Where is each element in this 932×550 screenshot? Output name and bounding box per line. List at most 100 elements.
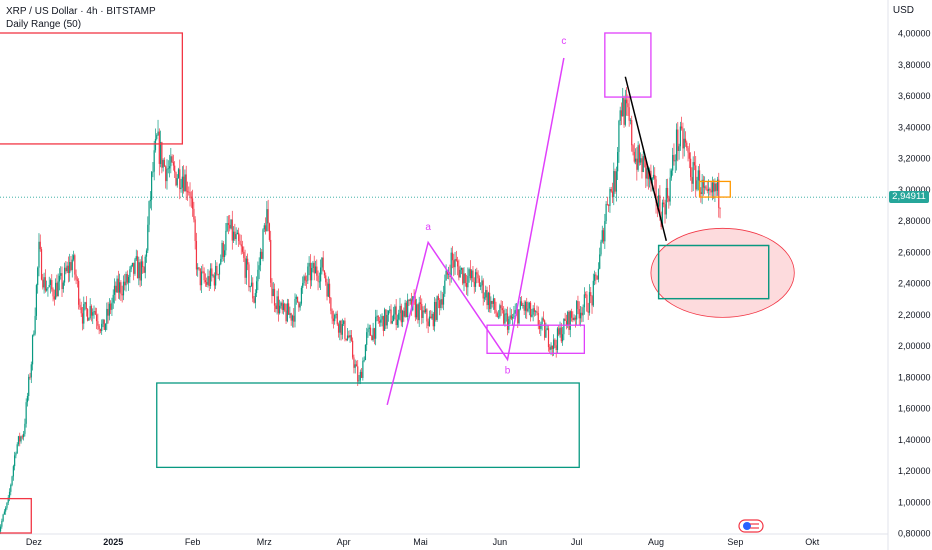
candle-body	[473, 281, 475, 287]
candle-body	[157, 131, 159, 136]
candle-body	[718, 179, 720, 208]
candle-body	[175, 172, 177, 186]
candle-body	[408, 299, 410, 301]
candle-body	[295, 296, 297, 299]
candle-body	[40, 249, 43, 280]
candle-body	[326, 282, 328, 297]
candle-body	[56, 282, 58, 297]
candle-body	[190, 196, 192, 199]
candle-body	[220, 258, 222, 265]
candle-body	[339, 320, 341, 333]
candle-body	[482, 280, 484, 299]
candle-body	[103, 319, 105, 330]
candle-body	[227, 223, 230, 225]
candle-body	[450, 252, 452, 278]
price-tick-label: 3,20000	[898, 154, 931, 164]
candle-body	[135, 256, 137, 260]
price-axis[interactable]: 4,00000 3,80000 3,60000 3,40000 3,20000 3,000…	[898, 29, 931, 539]
candle-body	[624, 99, 626, 125]
candle-body	[211, 268, 213, 276]
time-tick-label: Mai	[413, 537, 428, 547]
candle-body	[282, 303, 285, 310]
candle-body	[637, 145, 639, 170]
candle-body	[481, 280, 483, 286]
zone-rectangle	[0, 497, 32, 534]
chart-grid	[0, 0, 889, 550]
candle-body	[636, 158, 638, 170]
candle-body	[457, 260, 459, 267]
candle-body	[693, 162, 696, 166]
candle-body	[355, 364, 358, 367]
candle-body	[58, 275, 61, 282]
candle-body	[65, 267, 67, 272]
candle-body	[687, 147, 689, 153]
candle-body	[442, 293, 445, 305]
candle-body	[238, 232, 240, 241]
time-axis[interactable]: Dez 2025 Feb Mrz Apr Mai Jun Jul Aug Sep Okt	[26, 537, 820, 547]
candle-body	[5, 507, 7, 512]
indicator-label[interactable]: Daily Range (50)	[6, 19, 82, 30]
candle-body	[369, 327, 372, 336]
candle-body	[684, 138, 687, 143]
candle-body	[261, 251, 263, 259]
candle-body	[549, 347, 551, 350]
candle-body	[76, 279, 78, 281]
candle-body	[42, 279, 44, 288]
candle-body	[110, 303, 112, 310]
candle-body	[249, 286, 251, 288]
candle-body	[138, 262, 140, 279]
candle-body	[716, 179, 719, 191]
candle-body	[647, 168, 649, 180]
candle-body	[546, 328, 548, 330]
candle-body	[166, 168, 168, 182]
candle-body	[399, 305, 401, 314]
candle-body	[3, 511, 6, 515]
candle-body	[417, 304, 419, 321]
candle-body	[325, 275, 327, 283]
candle-body	[522, 305, 524, 306]
symbol-title[interactable]: XRP / US Dollar · 4h · BITSTAMP	[6, 6, 156, 17]
candle-body	[8, 491, 11, 498]
candle-body	[29, 376, 31, 378]
candle-body	[472, 270, 474, 282]
candle-body	[392, 314, 395, 322]
candle-body	[446, 270, 448, 275]
us-flag-icon	[738, 519, 764, 533]
candle-body	[663, 202, 665, 205]
candle-body	[11, 476, 13, 485]
candle-body	[25, 402, 27, 424]
candle-body	[31, 335, 34, 365]
time-tick-label: Sep	[727, 537, 743, 547]
candle-body	[147, 224, 149, 251]
price-tick-label: 2,80000	[898, 216, 931, 226]
candle-body	[521, 301, 523, 306]
candle-body	[435, 301, 437, 320]
wave-line	[386, 57, 565, 406]
candle-body	[130, 265, 132, 270]
candle-body	[186, 191, 189, 193]
candle-body	[469, 269, 472, 279]
candle-body	[67, 265, 70, 274]
candle-body	[213, 275, 215, 286]
candle-body	[501, 308, 504, 311]
candle-body	[30, 364, 32, 378]
candle-body	[375, 316, 377, 339]
candle-body	[433, 301, 436, 327]
candle-body	[314, 266, 317, 274]
candle-body	[592, 280, 594, 306]
candle-body	[209, 268, 212, 287]
candle-body	[628, 107, 630, 121]
candle-body	[672, 154, 674, 171]
candle-body	[280, 302, 282, 306]
candle-body	[183, 176, 185, 192]
candle-body	[199, 268, 201, 286]
time-tick-label: Mrz	[257, 537, 272, 547]
price-tick-label: 3,60000	[898, 91, 931, 101]
candle-body	[231, 219, 233, 241]
candle-body	[204, 280, 206, 283]
candle-body	[487, 292, 489, 306]
time-tick-label: Dez	[26, 537, 43, 547]
candle-body	[148, 201, 150, 225]
candle-body	[200, 271, 203, 286]
